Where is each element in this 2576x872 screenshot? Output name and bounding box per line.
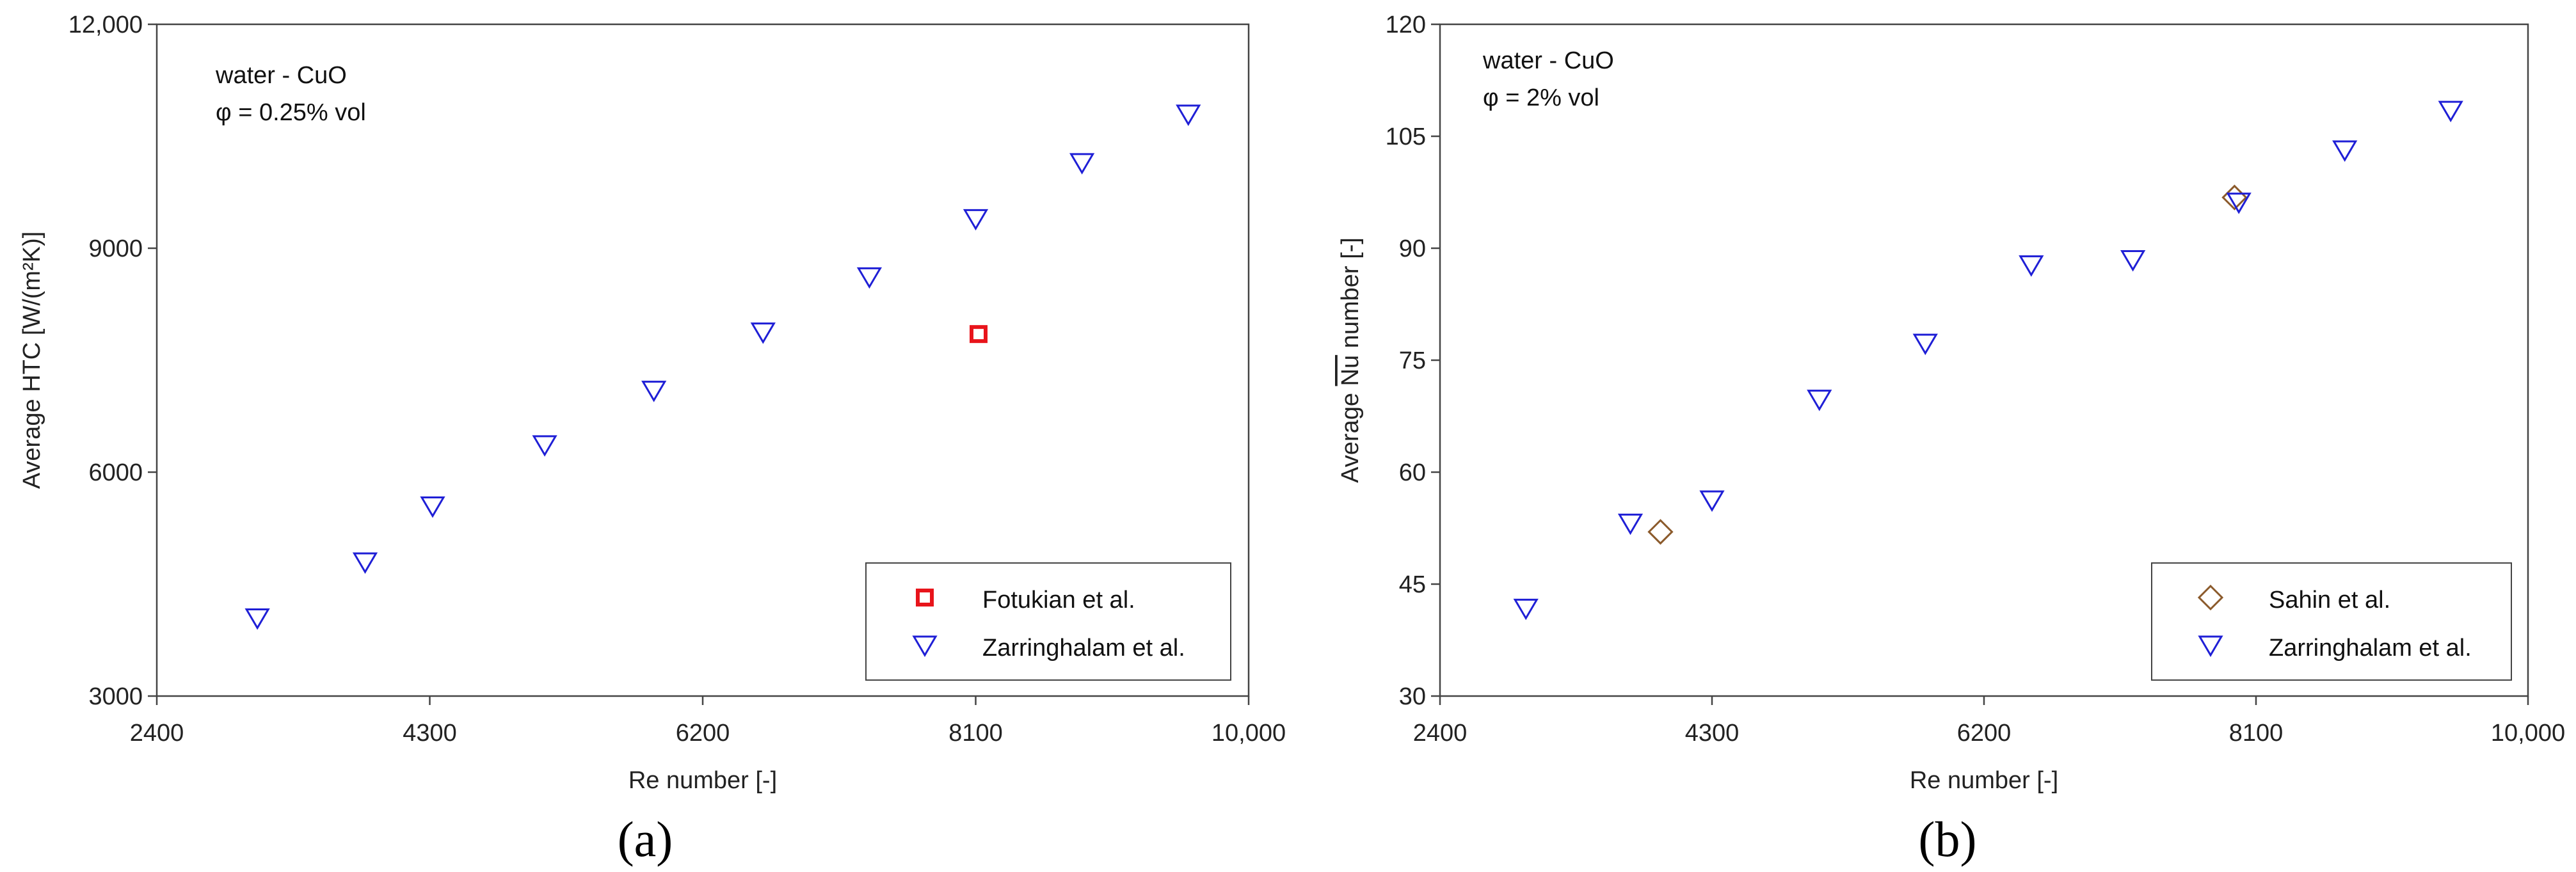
x-tick-label-a: 4300 xyxy=(403,720,457,747)
x-tick-label-a: 8100 xyxy=(948,720,1003,747)
data-marks-a xyxy=(244,104,1201,630)
legend-symbol-a-1 xyxy=(912,635,938,657)
y-axis-label-suffix-b: number [-] xyxy=(1337,237,1364,355)
legend-symbol-a-0 xyxy=(916,589,934,606)
y-tick-label-a: 3000 xyxy=(88,683,143,710)
x-tick-label-a: 2400 xyxy=(130,720,184,747)
y-axis-label-a: Average HTC [W/(m²K)] xyxy=(19,232,45,489)
svg-text:Average Nu number [-]: Average Nu number [-] xyxy=(1337,237,1364,483)
data-point-triangle-down-b xyxy=(1807,390,1832,411)
annotation-fluid-b: water - CuO xyxy=(1482,47,1614,74)
legend-marker-zarringhalam-b xyxy=(2198,635,2223,657)
y-tick-label-b: 30 xyxy=(1399,683,1426,710)
x-tick-label-a: 10,000 xyxy=(1212,720,1286,747)
axis-ticks-b xyxy=(1431,23,2529,705)
data-marks-b xyxy=(1513,100,2463,621)
data-point-triangle-down-b xyxy=(1513,598,1539,621)
y-axis-label-b: Average Nu number [-] xyxy=(1337,237,1364,483)
data-point-triangle-down-b xyxy=(1699,490,1725,512)
data-point-triangle-down-a xyxy=(532,435,557,457)
data-point-triangle-down-a xyxy=(420,496,445,518)
legend-label-zarringhalam-b: Zarringhalam et al. xyxy=(2269,635,2472,662)
x-tick-label-b: 6200 xyxy=(1957,720,2012,747)
chart-panel-a: 2400 4300 6200 8100 10,000 3000 6000 9000 12,000… xyxy=(19,12,1286,867)
annotation-concentration-a: φ = 0.25% vol xyxy=(216,99,366,126)
y-tick-label-b: 60 xyxy=(1399,459,1426,486)
legend-marker-sahin xyxy=(2197,584,2224,611)
x-tick-label-b: 4300 xyxy=(1685,720,1740,747)
legend-b: Sahin et al. Zarringhalam et al. xyxy=(2151,562,2512,681)
data-point-triangle-down-b xyxy=(2226,193,2252,214)
data-point-triangle-down-b xyxy=(1912,333,1938,356)
y-tick-label-b: 105 xyxy=(1386,123,1426,150)
legend-marker-fotukian xyxy=(916,589,934,606)
data-point-triangle-down-a xyxy=(352,552,378,574)
y-tick-label-b: 120 xyxy=(1386,12,1426,38)
tick-labels-a: 2400 4300 6200 8100 10,000 3000 6000 9000 12,000 xyxy=(68,12,1286,747)
y-tick-label-b: 75 xyxy=(1399,347,1426,374)
x-tick-label-b: 8100 xyxy=(2229,720,2284,747)
tick-labels-b: 2400 4300 6200 8100 10,000 30 45 60 75 90 105 120 xyxy=(1386,12,2566,747)
legend-label-sahin: Sahin et al. xyxy=(2269,587,2390,614)
y-tick-label-a: 12,000 xyxy=(68,12,143,38)
legend-label-zarringhalam-a: Zarringhalam et al. xyxy=(982,635,1185,662)
legend-marker-zarringhalam-a xyxy=(912,635,938,657)
data-point-triangle-down-a xyxy=(856,267,883,289)
legend-box-b xyxy=(2151,562,2512,681)
y-tick-label-b: 45 xyxy=(1399,571,1426,598)
data-point-triangle-down-a xyxy=(641,381,667,402)
data-point-triangle-down-b xyxy=(2332,140,2358,162)
x-tick-label-b: 2400 xyxy=(1413,720,1468,747)
legend-symbol-b-1 xyxy=(2198,635,2223,657)
data-point-triangle-down-b xyxy=(2019,255,2044,277)
panel-label-a: (a) xyxy=(618,811,673,867)
panel-label-b: (b) xyxy=(1919,811,1977,867)
annotation-concentration-b: φ = 2% vol xyxy=(1483,84,1599,111)
data-point-triangle-down-b xyxy=(2438,100,2463,123)
y-axis-label-prefix-b: Average xyxy=(1337,386,1364,482)
data-point-diamond-b xyxy=(1647,519,1674,545)
data-point-triangle-down-a xyxy=(1176,104,1201,126)
legend-box-a xyxy=(865,562,1231,681)
data-point-triangle-down-b xyxy=(1617,513,1644,535)
y-tick-label-a: 6000 xyxy=(88,459,143,486)
x-axis-label-a: Re number [-] xyxy=(628,767,777,794)
data-point-triangle-down-a xyxy=(1069,153,1095,175)
y-tick-label-a: 9000 xyxy=(88,235,143,262)
data-point-triangle-down-a xyxy=(244,608,270,630)
legend-symbol-b-0 xyxy=(2197,584,2224,611)
legend-a: Fotukian et al. Zarringhalam et al. xyxy=(865,562,1231,681)
data-point-triangle-down-b xyxy=(2120,250,2146,272)
y-tick-label-b: 90 xyxy=(1399,235,1426,262)
x-tick-label-b: 10,000 xyxy=(2491,720,2565,747)
y-axis-label-nu-b: Nu xyxy=(1337,355,1364,386)
x-axis-label-b: Re number [-] xyxy=(1910,767,2058,794)
legend-label-fotukian: Fotukian et al. xyxy=(982,587,1135,614)
axis-ticks-a xyxy=(148,23,1250,705)
annotation-fluid-a: water - CuO xyxy=(215,62,347,89)
data-point-square-a xyxy=(969,325,988,344)
chart-panel-b: 2400 4300 6200 8100 10,000 30 45 60 75 90 105 120 R… xyxy=(1337,12,2565,867)
x-tick-label-a: 6200 xyxy=(676,720,730,747)
data-point-triangle-down-a xyxy=(963,209,989,231)
data-point-triangle-down-a xyxy=(750,322,776,344)
